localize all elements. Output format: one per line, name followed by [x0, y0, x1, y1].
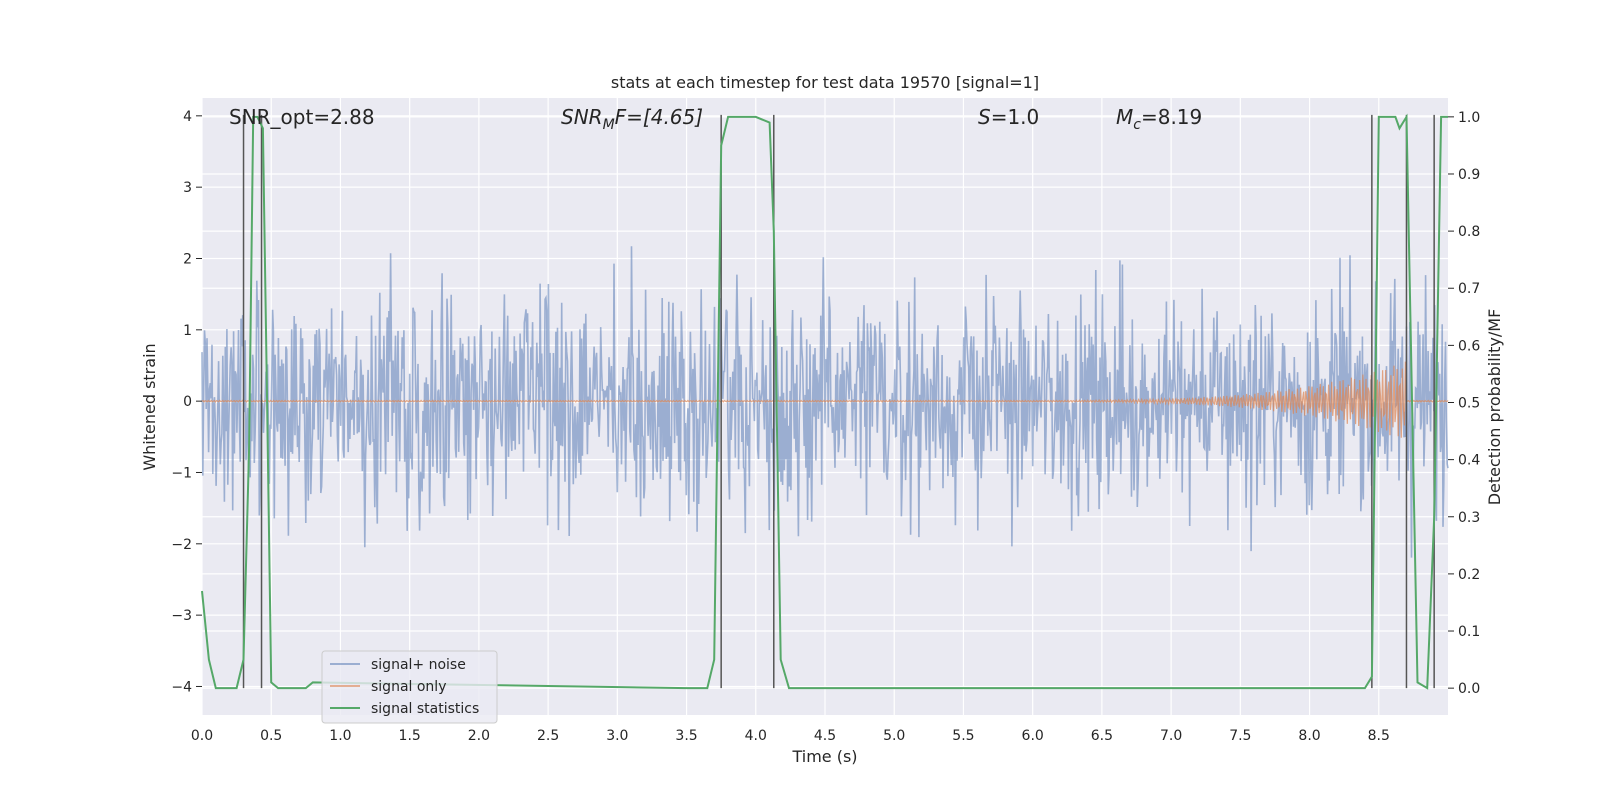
y2-tick-label: 0.1 [1458, 624, 1480, 640]
y2-tick-label: 0.0 [1458, 681, 1480, 697]
y2-axis-ticks: 0.0 0.1 0.2 0.3 0.4 0.5 0.6 0.7 0.8 0.9 1.0 [1448, 110, 1480, 697]
y2-tick-label: 0.4 [1458, 453, 1480, 469]
y-tick-label: −2 [171, 537, 192, 553]
signal-only-line [201, 361, 1449, 438]
y-tick-label: 3 [183, 180, 192, 196]
y2-tick-label: 0.8 [1458, 224, 1480, 240]
y2-tick-label: 0.5 [1458, 396, 1480, 412]
series-signal-statistics [201, 113, 1448, 690]
x-tick-label: 6.5 [1091, 728, 1113, 744]
y2-tick-label: 0.6 [1458, 338, 1480, 354]
x-axis-ticks: 0.0 0.5 1.0 1.5 2.0 2.5 3.0 3.5 4.0 4.5 5.0 5.5 6.0 6… [191, 728, 1390, 744]
x-tick-label: 8.5 [1368, 728, 1390, 744]
y-tick-label: 2 [183, 251, 192, 267]
annotation-s: S=1.0 [978, 105, 1039, 129]
legend: signal+ noise signal only signal statist… [321, 650, 498, 724]
x-tick-label: 3.0 [606, 728, 628, 744]
y-tick-label: 4 [183, 109, 192, 125]
y-tick-label: 0 [183, 394, 192, 410]
y2-axis-label: Detection probability/MF [1485, 309, 1504, 506]
legend-label-signal-only: signal only [371, 679, 446, 695]
legend-box [321, 650, 498, 724]
chart-title: stats at each timestep for test data 195… [611, 73, 1039, 92]
x-tick-label: 5.0 [883, 728, 905, 744]
signal-plus-noise-line [201, 246, 1449, 558]
x-tick-label: 4.0 [745, 728, 767, 744]
x-tick-label: 1.0 [329, 728, 351, 744]
x-axis-label: Time (s) [791, 747, 857, 766]
x-tick-label: 1.5 [399, 728, 421, 744]
annotation-mc: Mc=8.19 [1116, 105, 1202, 133]
signal-statistics-line [201, 113, 1448, 690]
x-tick-label: 8.0 [1298, 728, 1320, 744]
y-tick-label: −3 [171, 608, 192, 624]
x-tick-label: 2.0 [468, 728, 490, 744]
y-axis-label: Whitened strain [140, 343, 159, 470]
x-tick-label: 0.0 [191, 728, 213, 744]
x-tick-label: 0.5 [260, 728, 282, 744]
x-tick-label: 3.5 [675, 728, 697, 744]
y-tick-label: −4 [171, 679, 192, 695]
x-tick-label: 2.5 [537, 728, 559, 744]
annotation-snr-mf: SNRMF=[4.65] [561, 105, 703, 133]
y2-tick-label: 0.9 [1458, 167, 1480, 183]
annotation-snr-opt: SNR_opt=2.88 [229, 105, 375, 129]
x-tick-label: 7.5 [1229, 728, 1251, 744]
y2-tick-label: 0.3 [1458, 510, 1480, 526]
x-tick-label: 5.5 [952, 728, 974, 744]
y-axis-ticks: −4 −3 −2 −1 0 1 2 3 4 [171, 109, 202, 695]
x-tick-label: 7.0 [1160, 728, 1182, 744]
y2-tick-label: 0.2 [1458, 567, 1480, 583]
y2-tick-label: 1.0 [1458, 110, 1480, 126]
x-tick-label: 4.5 [814, 728, 836, 744]
y-tick-label: 1 [183, 323, 192, 339]
series-signal-only [201, 361, 1449, 438]
legend-label-signal-plus-noise: signal+ noise [371, 657, 466, 673]
y-tick-label: −1 [171, 465, 192, 481]
x-tick-label: 6.0 [1022, 728, 1044, 744]
y2-tick-label: 0.7 [1458, 281, 1480, 297]
series-signal-plus-noise [201, 246, 1449, 558]
legend-label-signal-statistics: signal statistics [371, 701, 479, 717]
